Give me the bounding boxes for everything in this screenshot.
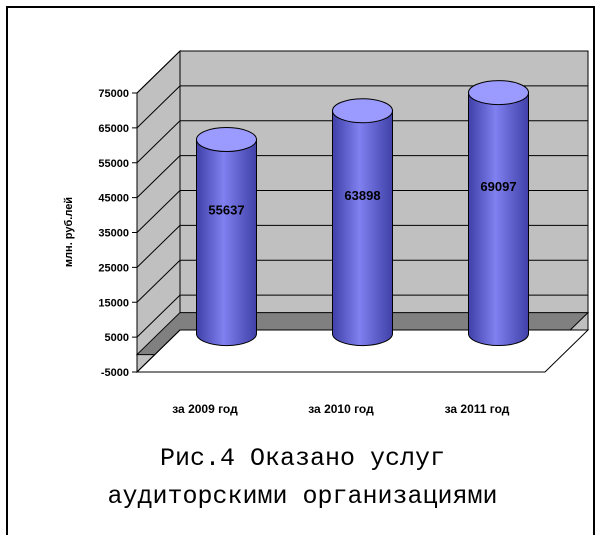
- bar-body: [332, 110, 393, 347]
- y-tick-label: 65000: [98, 123, 129, 135]
- caption-line-2: аудиторскими организациями: [107, 482, 498, 511]
- data-label: 55637: [208, 203, 244, 218]
- bar-body: [196, 139, 257, 347]
- gridline: [136, 224, 588, 268]
- gridline: [136, 120, 588, 164]
- x-tick-label: за 2011 год: [445, 402, 510, 416]
- y-tick-label: 75000: [98, 88, 129, 100]
- figure-caption: Рис.4 Оказано услуг аудиторскими организ…: [0, 440, 605, 516]
- bar-body: [468, 92, 529, 347]
- bar-top: [332, 98, 393, 124]
- gridline: [136, 259, 588, 303]
- gridline: [136, 85, 588, 129]
- data-label: 69097: [480, 179, 516, 194]
- bar: [332, 98, 393, 347]
- x-tick-label: за 2009 год: [172, 402, 238, 416]
- y-tick-label: 25000: [98, 262, 129, 274]
- gridline: [136, 155, 588, 198]
- bar: [196, 127, 257, 347]
- y-tick-label: 15000: [98, 297, 129, 309]
- y-tick-label: 45000: [98, 193, 129, 205]
- gridline: [136, 329, 588, 373]
- bar-top: [468, 80, 529, 106]
- data-label: 63898: [344, 188, 380, 203]
- y-tick-label: -5000: [101, 367, 129, 379]
- y-tick-label: 55000: [98, 158, 129, 170]
- bar-top: [196, 127, 257, 153]
- y-axis-label: млн. руб.лей: [63, 197, 75, 267]
- caption-line-1: Рис.4 Оказано услуг: [159, 444, 446, 473]
- gridline: [136, 294, 588, 338]
- bar: [468, 80, 529, 347]
- gridline: [136, 50, 588, 94]
- y-tick-label: 5000: [105, 332, 129, 344]
- y-tick-label: 35000: [98, 228, 129, 240]
- x-tick-label: за 2010 год: [308, 402, 374, 416]
- gridline: [136, 190, 588, 233]
